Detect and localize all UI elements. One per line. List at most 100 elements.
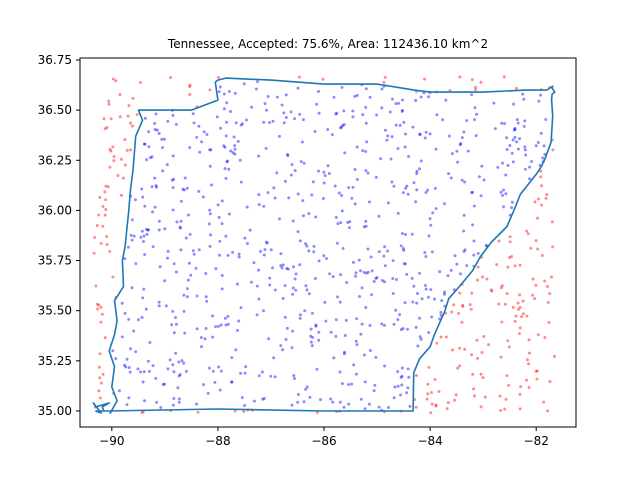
accepted-point bbox=[285, 326, 289, 330]
accepted-point bbox=[128, 370, 132, 374]
accepted-point bbox=[418, 316, 422, 320]
rejected-point bbox=[101, 372, 105, 376]
rejected-point bbox=[510, 255, 514, 259]
rejected-point bbox=[188, 85, 192, 89]
rejected-point bbox=[540, 203, 544, 207]
accepted-point bbox=[477, 175, 481, 179]
rejected-point bbox=[495, 262, 499, 266]
accepted-point bbox=[334, 334, 338, 338]
accepted-point bbox=[414, 200, 418, 204]
rejected-point bbox=[508, 235, 512, 239]
accepted-point bbox=[177, 400, 181, 404]
accepted-point bbox=[291, 219, 295, 223]
accepted-point bbox=[205, 299, 209, 303]
accepted-point bbox=[159, 405, 163, 409]
accepted-point bbox=[324, 319, 328, 323]
rejected-point bbox=[434, 404, 438, 408]
accepted-point bbox=[382, 323, 386, 327]
accepted-point bbox=[178, 225, 182, 229]
accepted-point bbox=[513, 135, 517, 139]
accepted-point bbox=[415, 301, 419, 305]
accepted-point bbox=[151, 245, 155, 249]
accepted-point bbox=[238, 158, 242, 162]
rejected-point bbox=[450, 310, 454, 314]
accepted-point bbox=[435, 113, 439, 117]
accepted-point bbox=[141, 195, 145, 199]
accepted-point bbox=[142, 234, 146, 238]
accepted-point bbox=[405, 184, 409, 188]
accepted-point bbox=[200, 140, 204, 144]
accepted-point bbox=[287, 196, 291, 200]
rejected-point bbox=[107, 102, 111, 106]
accepted-point bbox=[248, 228, 252, 232]
accepted-point bbox=[146, 228, 150, 232]
accepted-point bbox=[275, 95, 279, 99]
accepted-point bbox=[195, 402, 199, 406]
rejected-point bbox=[534, 283, 538, 287]
accepted-point bbox=[197, 189, 201, 193]
accepted-point bbox=[143, 142, 147, 146]
rejected-point bbox=[108, 165, 112, 169]
accepted-point bbox=[290, 163, 294, 167]
accepted-point bbox=[400, 383, 404, 387]
accepted-point bbox=[424, 254, 428, 258]
accepted-point bbox=[460, 136, 464, 140]
accepted-point bbox=[154, 184, 158, 188]
accepted-point bbox=[142, 370, 146, 374]
rejected-point bbox=[531, 277, 535, 281]
accepted-point bbox=[539, 131, 543, 135]
accepted-point bbox=[269, 374, 273, 378]
accepted-point bbox=[504, 173, 508, 177]
rejected-point bbox=[533, 297, 537, 301]
accepted-point bbox=[143, 252, 147, 256]
accepted-point bbox=[429, 223, 433, 227]
rejected-point bbox=[106, 185, 110, 189]
accepted-point bbox=[225, 160, 229, 164]
accepted-point bbox=[182, 309, 186, 313]
accepted-point bbox=[394, 308, 398, 312]
accepted-point bbox=[143, 399, 147, 403]
accepted-point bbox=[235, 282, 239, 286]
accepted-point bbox=[351, 185, 355, 189]
rejected-point bbox=[126, 114, 130, 118]
accepted-point bbox=[368, 349, 372, 353]
accepted-point bbox=[302, 400, 306, 404]
accepted-point bbox=[471, 223, 475, 227]
accepted-point bbox=[417, 167, 421, 171]
accepted-point bbox=[283, 179, 287, 183]
accepted-point bbox=[260, 370, 264, 374]
accepted-point bbox=[380, 106, 384, 110]
accepted-point bbox=[153, 205, 157, 209]
accepted-point bbox=[282, 121, 286, 125]
rejected-point bbox=[97, 389, 101, 393]
accepted-point bbox=[329, 397, 333, 401]
rejected-point bbox=[511, 305, 515, 309]
rejected-point bbox=[97, 365, 101, 369]
accepted-point bbox=[398, 123, 402, 127]
accepted-point bbox=[317, 111, 321, 115]
accepted-point bbox=[447, 172, 451, 176]
accepted-point bbox=[331, 275, 335, 279]
rejected-point bbox=[101, 224, 105, 228]
accepted-point bbox=[179, 248, 183, 252]
accepted-point bbox=[463, 248, 467, 252]
chart-title: Tennessee, Accepted: 75.6%, Area: 112436… bbox=[167, 37, 488, 51]
rejected-point bbox=[497, 302, 501, 306]
accepted-point bbox=[348, 220, 352, 224]
accepted-point bbox=[130, 286, 134, 290]
accepted-point bbox=[255, 284, 259, 288]
rejected-point bbox=[542, 400, 546, 404]
points-layer bbox=[92, 75, 556, 415]
rejected-point bbox=[456, 366, 460, 370]
rejected-point bbox=[540, 253, 544, 257]
rejected-point bbox=[546, 300, 550, 304]
accepted-point bbox=[226, 322, 230, 326]
accepted-point bbox=[357, 258, 361, 262]
accepted-point bbox=[286, 154, 290, 158]
rejected-point bbox=[521, 299, 525, 303]
accepted-point bbox=[404, 132, 408, 136]
accepted-point bbox=[476, 252, 480, 256]
accepted-point bbox=[153, 176, 157, 180]
accepted-point bbox=[315, 102, 319, 106]
accepted-point bbox=[205, 133, 209, 137]
